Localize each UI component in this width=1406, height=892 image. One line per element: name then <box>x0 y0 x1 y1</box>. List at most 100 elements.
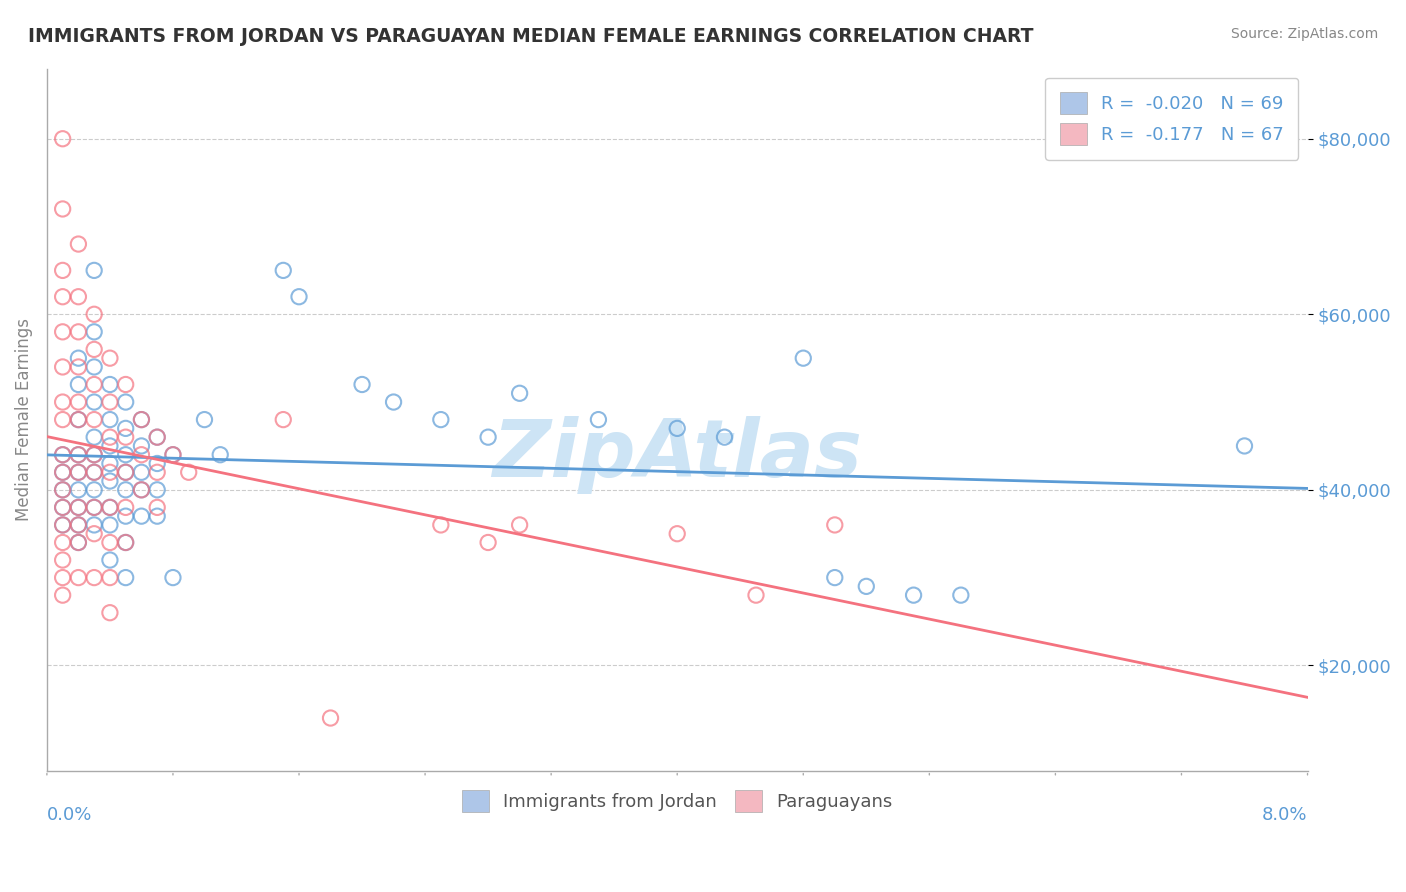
Point <box>52 359 75 374</box>
Point <box>52 483 75 497</box>
Point <box>855 579 877 593</box>
Point <box>52 448 75 462</box>
Point <box>83 500 105 515</box>
Point <box>52 517 75 532</box>
Point <box>52 500 75 515</box>
Point <box>146 430 169 444</box>
Point <box>83 517 105 532</box>
Text: ZipAtlas: ZipAtlas <box>492 416 862 493</box>
Point <box>792 351 814 366</box>
Point <box>83 571 105 585</box>
Point <box>903 588 925 602</box>
Point <box>52 290 75 304</box>
Point <box>83 263 105 277</box>
Point <box>83 448 105 462</box>
Point <box>52 571 75 585</box>
Point <box>83 343 105 357</box>
Point <box>52 448 75 462</box>
Point <box>83 526 105 541</box>
Y-axis label: Median Female Earnings: Median Female Earnings <box>15 318 32 521</box>
Point <box>146 500 169 515</box>
Point <box>67 359 90 374</box>
Point <box>52 588 75 602</box>
Point <box>67 448 90 462</box>
Point <box>430 517 453 532</box>
Point <box>1233 439 1256 453</box>
Point <box>477 430 499 444</box>
Point <box>67 500 90 515</box>
Point <box>271 412 294 426</box>
Point <box>98 606 121 620</box>
Point <box>352 377 374 392</box>
Point <box>98 377 121 392</box>
Point <box>52 483 75 497</box>
Point <box>271 263 294 277</box>
Point <box>288 290 311 304</box>
Point <box>83 325 105 339</box>
Point <box>83 500 105 515</box>
Point <box>131 509 153 524</box>
Point <box>98 500 121 515</box>
Point <box>177 465 200 479</box>
Point <box>83 465 105 479</box>
Point <box>52 132 75 146</box>
Point <box>509 517 531 532</box>
Point <box>131 465 153 479</box>
Point <box>146 457 169 471</box>
Point <box>67 483 90 497</box>
Point <box>131 483 153 497</box>
Point <box>98 517 121 532</box>
Point <box>949 588 972 602</box>
Point <box>83 377 105 392</box>
Point <box>83 307 105 321</box>
Point <box>67 517 90 532</box>
Point <box>83 430 105 444</box>
Text: Source: ZipAtlas.com: Source: ZipAtlas.com <box>1230 27 1378 41</box>
Point <box>67 465 90 479</box>
Point <box>824 571 846 585</box>
Point <box>67 351 90 366</box>
Point <box>98 500 121 515</box>
Point <box>67 535 90 549</box>
Point <box>52 517 75 532</box>
Point <box>67 412 90 426</box>
Point <box>666 421 689 435</box>
Point <box>52 500 75 515</box>
Point <box>52 395 75 409</box>
Text: IMMIGRANTS FROM JORDAN VS PARAGUAYAN MEDIAN FEMALE EARNINGS CORRELATION CHART: IMMIGRANTS FROM JORDAN VS PARAGUAYAN MED… <box>28 27 1033 45</box>
Point <box>824 517 846 532</box>
Point <box>98 439 121 453</box>
Point <box>67 465 90 479</box>
Point <box>382 395 405 409</box>
Point <box>67 517 90 532</box>
Point <box>114 448 136 462</box>
Point <box>430 412 453 426</box>
Point <box>67 377 90 392</box>
Point <box>67 535 90 549</box>
Point <box>98 430 121 444</box>
Point <box>131 439 153 453</box>
Point <box>131 448 153 462</box>
Point <box>98 351 121 366</box>
Point <box>52 412 75 426</box>
Point <box>114 430 136 444</box>
Point <box>98 457 121 471</box>
Point <box>67 325 90 339</box>
Point <box>114 500 136 515</box>
Point <box>83 483 105 497</box>
Point <box>98 395 121 409</box>
Point <box>509 386 531 401</box>
Point <box>146 465 169 479</box>
Point <box>477 535 499 549</box>
Point <box>52 465 75 479</box>
Point <box>114 535 136 549</box>
Point <box>67 237 90 252</box>
Point <box>146 430 169 444</box>
Point <box>114 509 136 524</box>
Point <box>98 465 121 479</box>
Point <box>52 535 75 549</box>
Point <box>83 465 105 479</box>
Point <box>114 535 136 549</box>
Point <box>146 509 169 524</box>
Point <box>98 474 121 488</box>
